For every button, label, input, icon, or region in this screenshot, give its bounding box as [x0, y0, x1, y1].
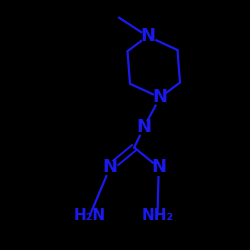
Text: H₂N: H₂N — [74, 208, 106, 222]
Text: N: N — [136, 118, 151, 136]
Text: NH₂: NH₂ — [142, 208, 174, 222]
Text: N: N — [151, 158, 166, 176]
Text: N: N — [140, 27, 155, 45]
Text: N: N — [152, 88, 168, 106]
Text: N: N — [102, 158, 118, 176]
